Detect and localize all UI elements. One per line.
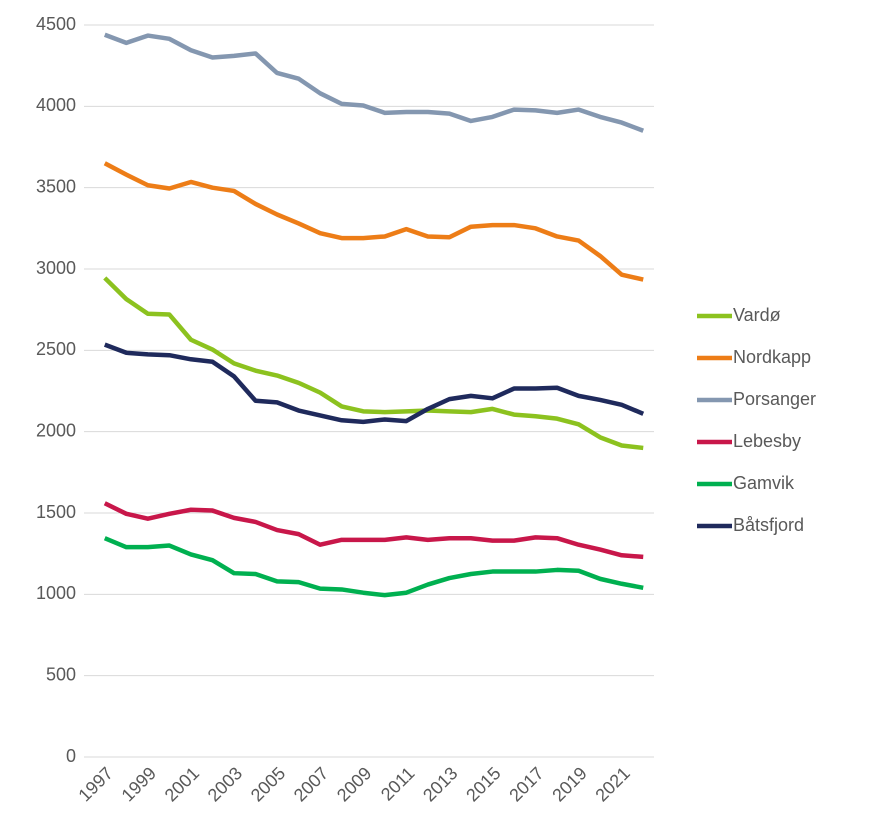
legend-label: Gamvik [733, 473, 795, 493]
y-tick-label: 2000 [36, 420, 76, 440]
y-tick-label: 1000 [36, 583, 76, 603]
x-tick-label: 2019 [548, 763, 590, 805]
x-tick-label: 2015 [462, 763, 504, 805]
x-tick-label: 2009 [333, 763, 375, 805]
legend-label: Porsanger [733, 389, 816, 409]
series-line [103, 536, 644, 598]
legend-label: Båtsfjord [733, 515, 804, 535]
x-tick-label: 2007 [290, 763, 332, 805]
x-tick-label: 1997 [74, 763, 116, 805]
series-line [103, 161, 644, 282]
x-tick-label: 2011 [377, 763, 419, 805]
series-line [103, 501, 644, 560]
y-tick-label: 0 [66, 746, 76, 766]
x-tick-label: 2017 [505, 763, 547, 805]
y-tick-label: 4500 [36, 14, 76, 34]
x-tick-label: 1999 [118, 763, 160, 805]
y-tick-label: 1500 [36, 502, 76, 522]
legend-label: Nordkapp [733, 347, 811, 367]
series-line [103, 32, 645, 133]
legend-label: Vardø [733, 305, 781, 325]
y-tick-label: 3000 [36, 258, 76, 278]
x-tick-label: 2003 [204, 763, 246, 805]
y-tick-label: 4000 [36, 95, 76, 115]
y-tick-label: 500 [46, 664, 76, 684]
x-tick-label: 2021 [591, 763, 633, 805]
x-tick-label: 2001 [161, 763, 203, 805]
y-tick-label: 2500 [36, 339, 76, 359]
x-tick-label: 2013 [419, 763, 461, 805]
legend-label: Lebesby [733, 431, 801, 451]
series-line [103, 276, 644, 451]
x-tick-label: 2005 [247, 763, 289, 805]
series-line [103, 342, 645, 425]
y-tick-label: 3500 [36, 176, 76, 196]
